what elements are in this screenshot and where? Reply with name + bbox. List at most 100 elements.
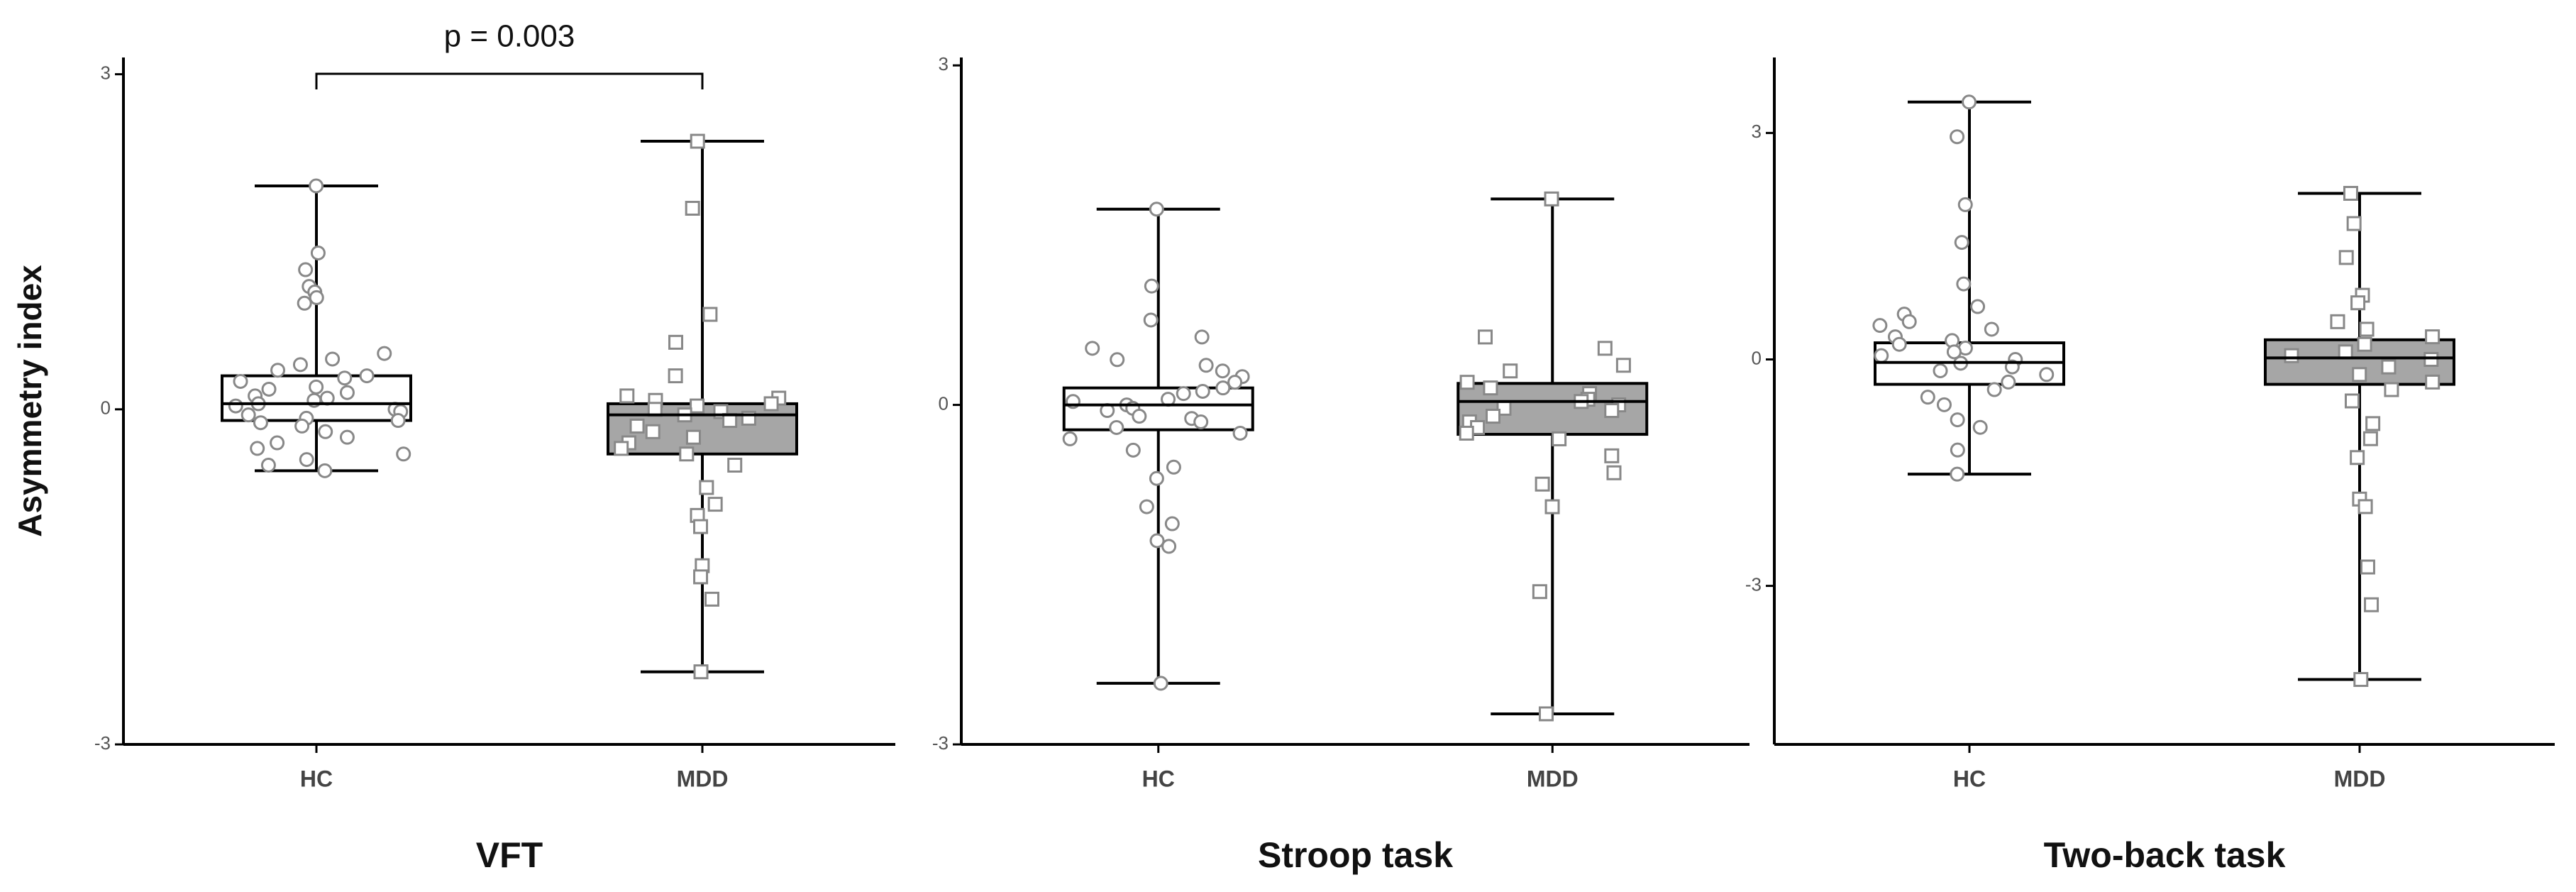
point: [253, 415, 268, 431]
y-tick-label: 3: [1752, 121, 1762, 142]
point: [1176, 386, 1191, 402]
point: [1946, 344, 1962, 360]
point: [241, 407, 256, 423]
point: [1920, 390, 1935, 405]
point: [693, 569, 709, 585]
point: [1149, 533, 1165, 549]
point: [318, 424, 333, 439]
point: [690, 398, 705, 414]
point: [2357, 336, 2372, 352]
point: [1195, 383, 1210, 399]
point: [292, 357, 308, 373]
point: [1215, 363, 1230, 379]
point: [339, 385, 355, 400]
point: [1503, 363, 1518, 379]
point: [299, 452, 314, 468]
point: [2350, 450, 2365, 466]
point: [1161, 539, 1177, 554]
point: [339, 429, 355, 445]
point: [298, 262, 314, 277]
point: [1891, 336, 1907, 352]
point: [1606, 465, 1622, 480]
point: [1984, 321, 1999, 337]
point: [310, 245, 326, 260]
annotation: p = 0.003: [444, 19, 575, 54]
point: [1153, 676, 1168, 691]
point: [707, 497, 723, 512]
point: [2423, 351, 2439, 367]
point: [619, 388, 635, 404]
point: [1972, 419, 1988, 435]
point: [317, 463, 333, 478]
point: [2353, 672, 2369, 688]
point: [228, 398, 243, 414]
point: [1085, 341, 1100, 356]
point: [1552, 431, 1567, 446]
y-tick-label: -3: [1745, 573, 1762, 595]
point: [359, 368, 375, 384]
point: [1062, 431, 1078, 446]
point: [1232, 425, 1248, 441]
point: [1194, 329, 1210, 345]
point: [629, 418, 645, 434]
point: [645, 424, 660, 439]
point: [2362, 431, 2378, 446]
point: [1956, 276, 1972, 292]
point: [309, 178, 324, 194]
point: [2364, 597, 2379, 612]
point: [2384, 382, 2399, 397]
point: [1872, 318, 1888, 334]
point: [727, 458, 743, 473]
point: [2344, 393, 2360, 409]
point: [1166, 459, 1181, 475]
significance-bracket: [315, 72, 704, 89]
point: [1544, 499, 1560, 514]
point: [1149, 470, 1164, 486]
point: [1936, 397, 1952, 412]
point: [1544, 191, 1559, 207]
point: [1954, 235, 1969, 250]
point: [2350, 295, 2366, 311]
point: [1615, 358, 1631, 373]
point: [396, 446, 411, 462]
point: [1483, 380, 1498, 396]
point: [2346, 216, 2362, 231]
point: [2425, 329, 2440, 345]
point: [1901, 314, 1917, 329]
y-tick-label: 0: [101, 397, 111, 419]
x-axis-label: Stroop task: [1258, 835, 1453, 875]
point: [1227, 375, 1243, 390]
point: [1604, 448, 1620, 463]
point: [685, 200, 700, 216]
point: [337, 370, 353, 386]
y-tick-label: 0: [939, 392, 949, 414]
point: [1164, 516, 1180, 532]
point: [699, 480, 714, 495]
point: [668, 334, 684, 350]
point: [1950, 466, 1965, 482]
point: [2330, 314, 2345, 329]
point: [2284, 348, 2299, 363]
point: [1486, 409, 1501, 424]
point: [1144, 278, 1159, 294]
point: [1532, 584, 1547, 600]
point: [2425, 374, 2440, 390]
point: [233, 373, 248, 389]
point: [261, 381, 277, 397]
point: [1986, 382, 2002, 397]
point: [2352, 367, 2367, 382]
point: [250, 441, 265, 456]
point: [1478, 329, 1493, 345]
point: [1535, 476, 1550, 492]
point: [1538, 706, 1554, 722]
point: [702, 307, 718, 322]
point: [2360, 559, 2375, 575]
point: [2359, 321, 2375, 337]
point: [1459, 425, 1474, 441]
point: [679, 446, 695, 462]
point: [2381, 359, 2397, 375]
y-tick-label: 3: [101, 62, 111, 83]
x-tick-label: HC: [1953, 766, 1986, 791]
point: [1139, 499, 1154, 514]
point: [614, 441, 629, 456]
